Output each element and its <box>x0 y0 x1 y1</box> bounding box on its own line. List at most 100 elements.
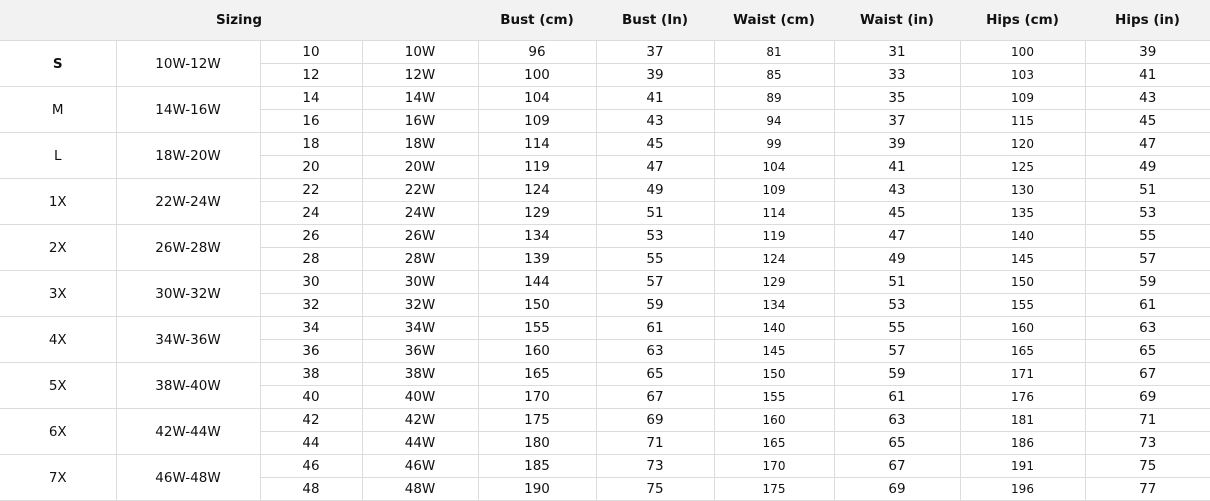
numeric-size-cell: 30 <box>259 270 363 294</box>
waist-in-cell: 63 <box>833 408 961 432</box>
size-label: L <box>0 132 117 179</box>
bust-cm-cell: 190 <box>477 477 597 501</box>
waist-in-cell: 67 <box>833 454 961 478</box>
table-row: 2X 26W-28W 26 26W 134 53 119 47 140 55 <box>0 224 1210 271</box>
waist-in-cell: 41 <box>833 155 961 179</box>
waist-cm-cell: 85 <box>713 63 835 87</box>
size-label: 4X <box>0 316 117 363</box>
women-size-cell: 34W <box>361 316 479 340</box>
numeric-size-cell: 14 <box>259 86 363 110</box>
hips-in-cell: 77 <box>1084 477 1210 501</box>
hips-cm-cell: 196 <box>959 477 1086 501</box>
hips-cm-cell: 186 <box>959 431 1086 455</box>
waist-cm-cell: 104 <box>713 155 835 179</box>
hips-in-cell: 71 <box>1084 408 1210 432</box>
women-size-cell: 30W <box>361 270 479 294</box>
waist-in-cell: 61 <box>833 385 961 409</box>
waist-in-cell: 43 <box>833 178 961 202</box>
table-row: L 18W-20W 18 18W 114 45 99 39 120 47 <box>0 132 1210 179</box>
numeric-size-cell: 46 <box>259 454 363 478</box>
waist-in-cell: 49 <box>833 247 961 271</box>
size-range: 38W-40W <box>115 362 261 409</box>
numeric-size-cell: 42 <box>259 408 363 432</box>
hips-cm-cell: 140 <box>959 224 1086 248</box>
size-range: 30W-32W <box>115 270 261 317</box>
women-size-cell: 44W <box>361 431 479 455</box>
hips-in-cell: 67 <box>1084 362 1210 386</box>
header-row: Sizing Bust (cm) Bust (In) Waist (cm) Wa… <box>0 0 1210 41</box>
table-row: 3X 30W-32W 30 30W 144 57 129 51 150 59 <box>0 270 1210 317</box>
women-size-cell: 22W <box>361 178 479 202</box>
waist-cm-cell: 129 <box>713 270 835 294</box>
size-label: 5X <box>0 362 117 409</box>
bust-cm-cell: 144 <box>477 270 597 294</box>
waist-in-cell: 69 <box>833 477 961 501</box>
bust-cm-cell: 134 <box>477 224 597 248</box>
waist-in-cell: 33 <box>833 63 961 87</box>
bust-cm-cell: 109 <box>477 109 597 133</box>
numeric-size-cell: 16 <box>260 109 363 133</box>
women-size-cell: 14W <box>361 86 479 110</box>
waist-cm-cell: 134 <box>713 293 835 317</box>
bust-in-cell: 39 <box>595 63 715 87</box>
bust-cm-cell: 150 <box>477 293 597 317</box>
table-row: 16 16W 109 43 94 37 115 45 <box>0 109 1210 133</box>
bust-cm-cell: 170 <box>477 385 597 409</box>
waist-cm-cell: 89 <box>713 86 835 110</box>
waist-in-cell: 31 <box>833 40 961 64</box>
women-size-cell: 40W <box>361 385 479 409</box>
hips-cm-cell: 176 <box>959 385 1086 409</box>
table-row: 5X 38W-40W 38 38W 165 65 150 59 171 67 <box>0 362 1210 409</box>
hips-in-cell: 51 <box>1084 178 1210 202</box>
waist-cm-cell: 175 <box>713 477 835 501</box>
bust-in-cell: 51 <box>595 201 715 225</box>
waist-in-cell: 51 <box>833 270 961 294</box>
hips-in-cell: 57 <box>1084 247 1210 271</box>
hips-cm-cell: 109 <box>959 86 1086 110</box>
women-size-cell: 46W <box>361 454 479 478</box>
hips-cm-cell: 125 <box>959 155 1086 179</box>
women-size-cell: 20W <box>361 155 479 179</box>
waist-in-cell: 65 <box>833 431 961 455</box>
women-size-cell: 26W <box>361 224 479 248</box>
waist-in-cell: 37 <box>833 109 961 133</box>
size-range: 34W-36W <box>115 316 261 363</box>
numeric-size-cell: 36 <box>260 339 363 363</box>
size-range: 10W-12W <box>115 40 261 87</box>
bust-cm-cell: 104 <box>477 86 597 110</box>
waist-cm-cell: 155 <box>713 385 835 409</box>
numeric-size-cell: 40 <box>260 385 363 409</box>
hips-in-cell: 61 <box>1084 293 1210 317</box>
header-hips-in: Hips (in) <box>1085 0 1210 41</box>
waist-in-cell: 47 <box>833 224 961 248</box>
header-waist-cm: Waist (cm) <box>714 0 834 41</box>
hips-cm-cell: 155 <box>959 293 1086 317</box>
bust-in-cell: 69 <box>595 408 715 432</box>
size-range: 18W-20W <box>115 132 261 179</box>
hips-cm-cell: 100 <box>959 40 1086 64</box>
hips-cm-cell: 115 <box>959 109 1086 133</box>
header-hips-cm: Hips (cm) <box>960 0 1085 41</box>
waist-cm-cell: 124 <box>713 247 835 271</box>
hips-cm-cell: 145 <box>959 247 1086 271</box>
numeric-size-cell: 26 <box>259 224 363 248</box>
bust-in-cell: 61 <box>595 316 715 340</box>
numeric-size-cell: 48 <box>260 477 363 501</box>
women-size-cell: 38W <box>361 362 479 386</box>
hips-in-cell: 55 <box>1084 224 1210 248</box>
bust-cm-cell: 180 <box>477 431 597 455</box>
size-label: 6X <box>0 408 117 455</box>
waist-in-cell: 45 <box>833 201 961 225</box>
size-range: 26W-28W <box>115 224 261 271</box>
hips-in-cell: 41 <box>1084 63 1210 87</box>
hips-in-cell: 69 <box>1084 385 1210 409</box>
table-row: 40 40W 170 67 155 61 176 69 <box>0 385 1210 409</box>
table-row: 4X 34W-36W 34 34W 155 61 140 55 160 63 <box>0 316 1210 363</box>
bust-in-cell: 63 <box>595 339 715 363</box>
table-row: 1X 22W-24W 22 22W 124 49 109 43 130 51 <box>0 178 1210 225</box>
women-size-cell: 28W <box>361 247 479 271</box>
bust-in-cell: 55 <box>595 247 715 271</box>
waist-cm-cell: 145 <box>713 339 835 363</box>
table-row: M 14W-16W 14 14W 104 41 89 35 109 43 <box>0 86 1210 133</box>
